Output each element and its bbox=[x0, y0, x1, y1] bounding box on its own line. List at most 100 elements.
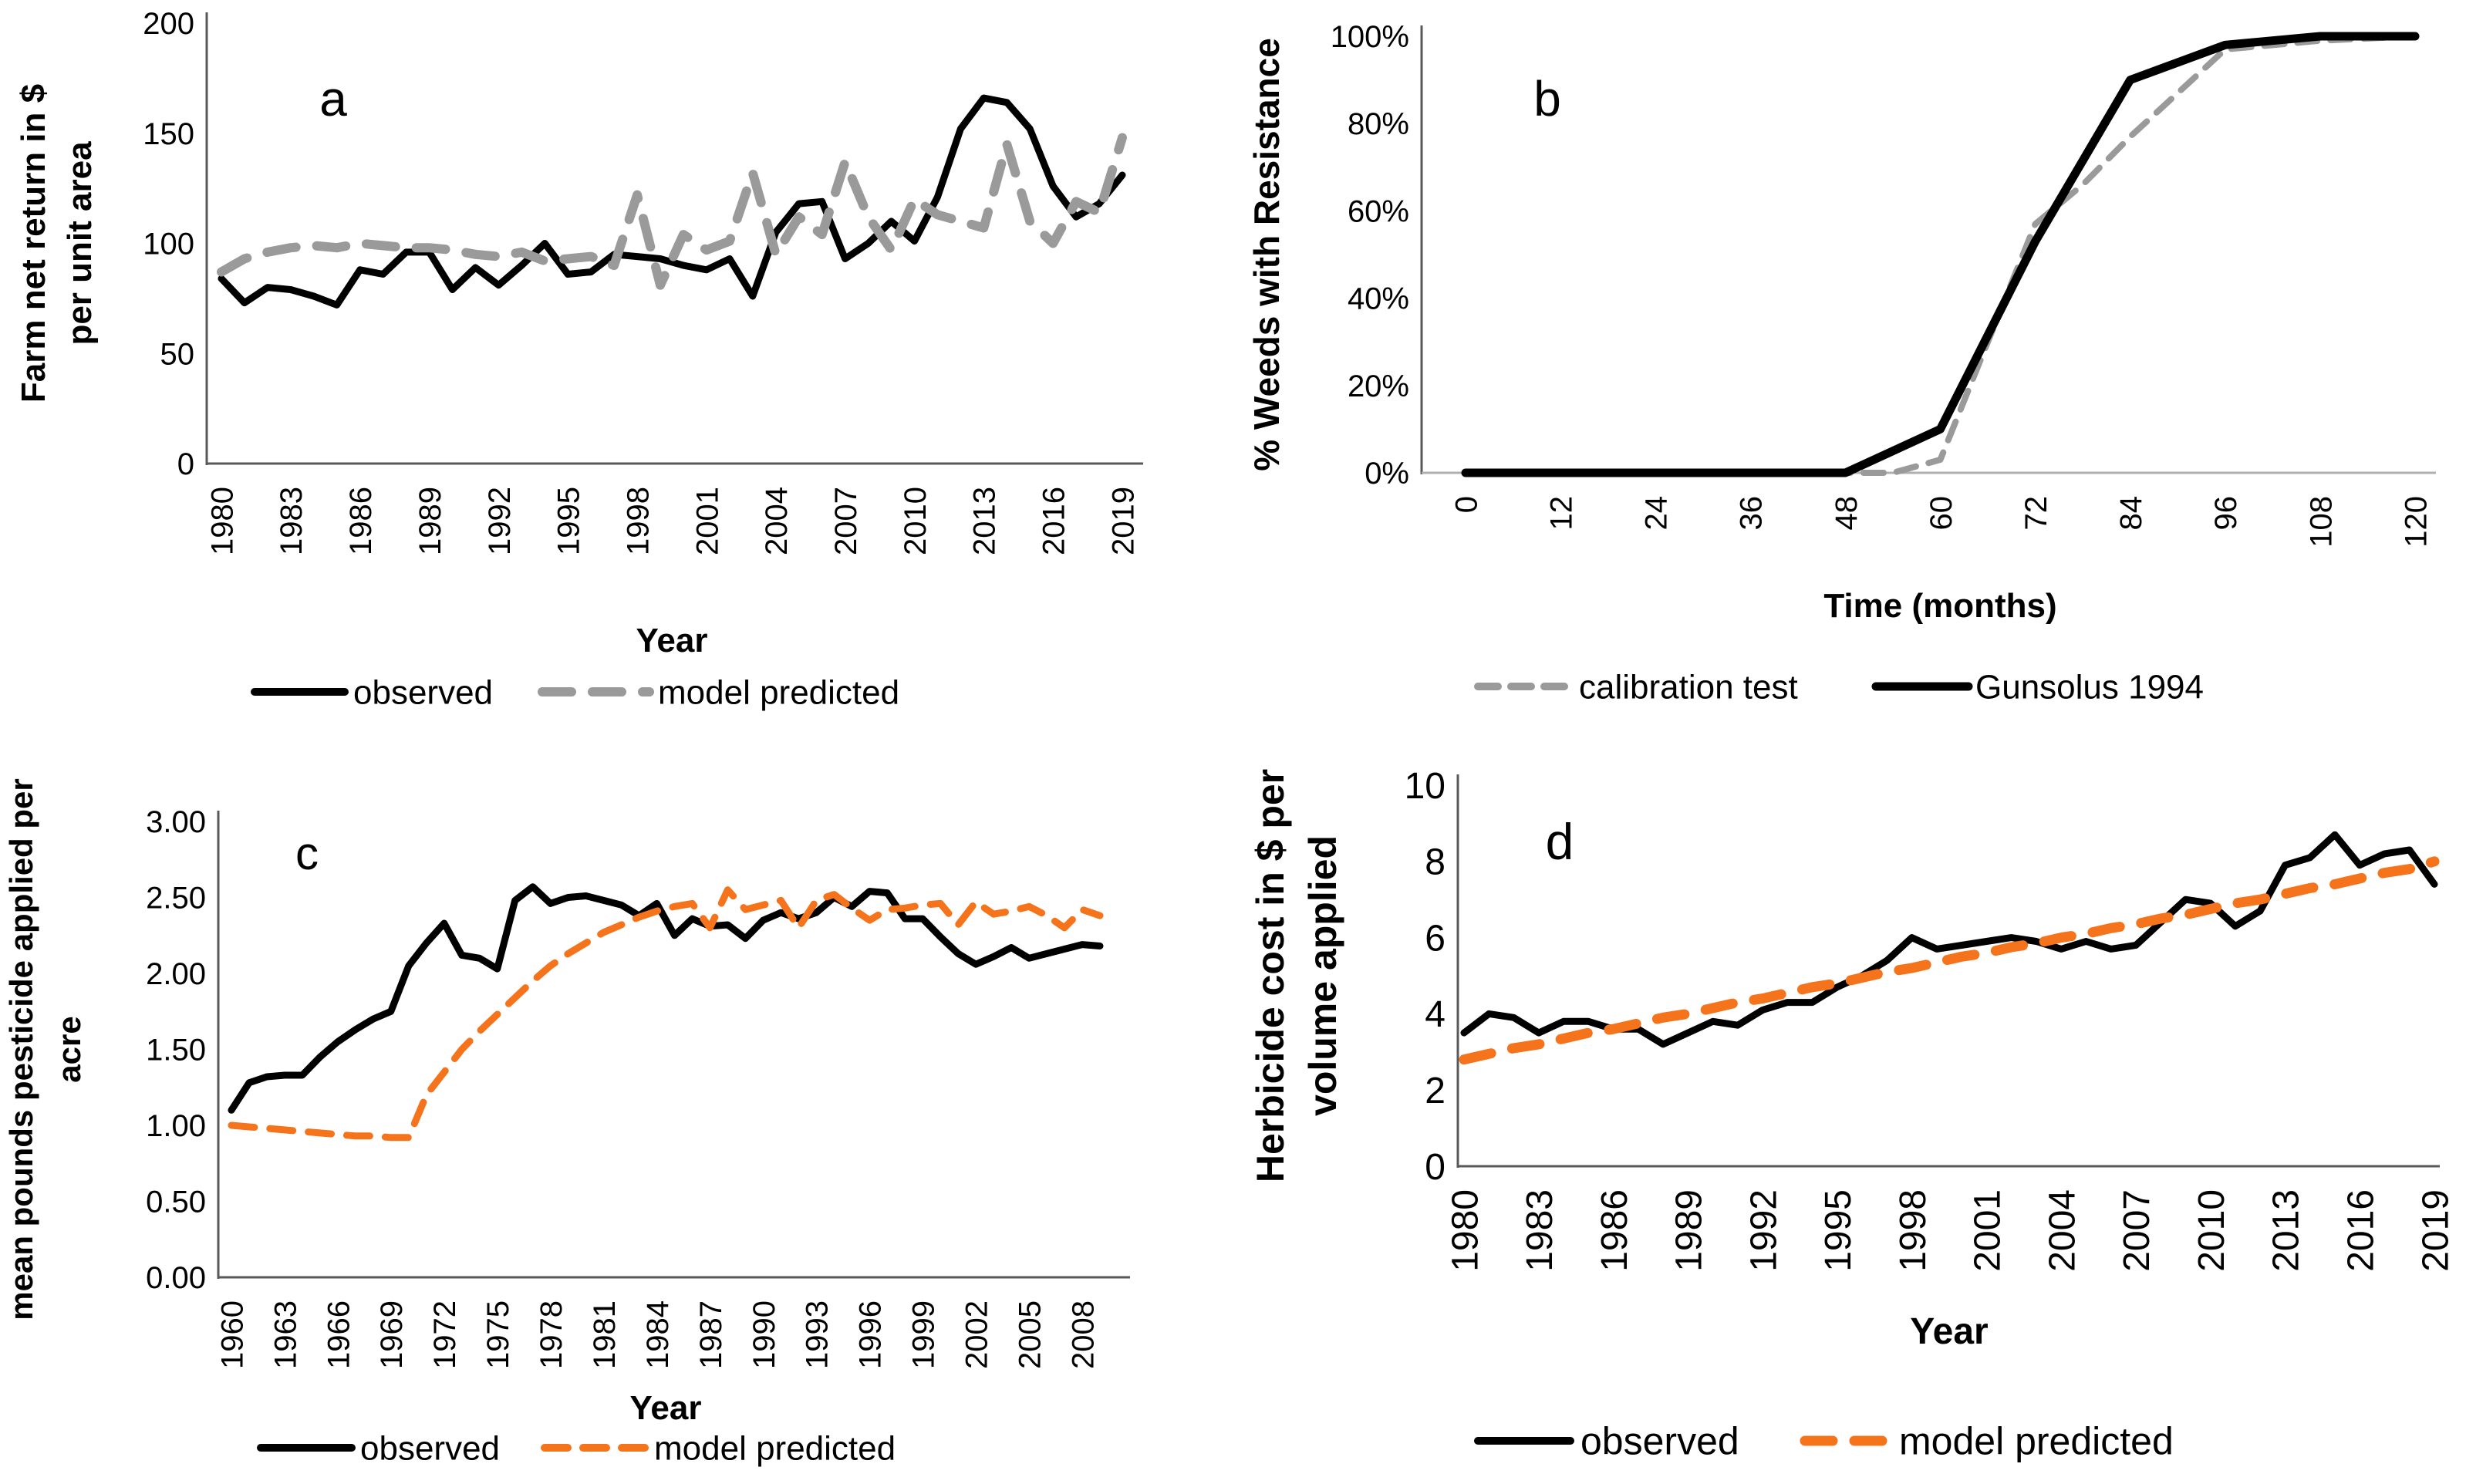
panel-c-x-tick-label: 2005 bbox=[1013, 1300, 1047, 1369]
panel-b-y-tick-label: 0% bbox=[1365, 457, 1409, 491]
panel-a-x-tick-label: 1980 bbox=[205, 487, 239, 555]
panel-b-letter: b bbox=[1533, 71, 1561, 126]
panel-b-x-tick-label: 24 bbox=[1640, 496, 1674, 531]
panel-b-chart: 0% 20% 40% 60% 80% 100% 0 12 24 36 48 60 72 84 96 108 12… bbox=[1246, 20, 2436, 706]
panel-d: 0 2 4 6 8 10 1980 1983 1986 1989 1992 1995 1998 2001 2… bbox=[1233, 742, 2466, 1484]
panel-d-y-tick-label: 4 bbox=[1425, 994, 1446, 1035]
panel-c-x-tick-label: 1969 bbox=[375, 1300, 409, 1369]
panel-b-x-tick-label: 36 bbox=[1735, 496, 1769, 531]
panel-c-x-tick-label: 1972 bbox=[428, 1300, 462, 1369]
panel-a-x-tick-label: 2016 bbox=[1037, 487, 1071, 555]
panel-d-y-tick-label: 0 bbox=[1425, 1147, 1446, 1188]
panel-d-legend-label: model predicted bbox=[1899, 1420, 2174, 1463]
panel-a-x-tick-label: 2013 bbox=[968, 487, 1002, 555]
panel-a-letter: a bbox=[319, 71, 347, 126]
panel-d-x-tick-label: 2007 bbox=[2117, 1189, 2157, 1272]
panel-c-legend-label: observed bbox=[360, 1429, 500, 1467]
panel-a-y-tick-label: 0 bbox=[177, 447, 194, 481]
panel-d-x-tick-label: 1995 bbox=[1818, 1189, 1859, 1272]
panel-d-x-tick-label: 2001 bbox=[1968, 1189, 2009, 1272]
panel-b-y-tick-label: 20% bbox=[1348, 369, 1409, 403]
panel-a-legend-label: model predicted bbox=[658, 673, 899, 711]
panel-c-x-tick-label: 1978 bbox=[535, 1300, 568, 1369]
panel-d-x-tick-label: 1980 bbox=[1445, 1189, 1486, 1272]
panel-c-x-tick-label: 1975 bbox=[481, 1300, 515, 1369]
panel-a-x-tick-label: 1989 bbox=[413, 487, 447, 555]
panel-b-x-tick-label: 0 bbox=[1449, 496, 1483, 513]
panel-c-x-tick-label: 1984 bbox=[641, 1300, 675, 1369]
panel-b-y-tick-label: 80% bbox=[1348, 107, 1409, 141]
panel-a-y-axis-title: Farm net return in $ bbox=[15, 84, 52, 403]
panel-d-x-tick-label: 2013 bbox=[2266, 1189, 2307, 1272]
panel-a-x-tick-label: 2007 bbox=[829, 487, 863, 555]
panel-a-x-tick-label: 2004 bbox=[760, 487, 794, 555]
panel-c-x-tick-label: 1999 bbox=[907, 1300, 941, 1369]
panel-a: 0 50 100 150 200 1980 1983 1986 1989 1992 1995 1998… bbox=[0, 0, 1233, 742]
panel-b-legend-label: calibration test bbox=[1579, 668, 1798, 706]
panel-b-x-tick-label: 84 bbox=[2114, 496, 2148, 531]
panel-c: 0.00 0.50 1.00 1.50 2.00 2.50 3.00 1960 1963 1966… bbox=[0, 742, 1233, 1484]
panel-d-x-tick-label: 1983 bbox=[1520, 1189, 1560, 1272]
panel-a-y-axis-title: per unit area bbox=[61, 141, 99, 346]
panel-d-x-tick-label: 2010 bbox=[2191, 1189, 2232, 1272]
panel-c-x-tick-label: 1996 bbox=[854, 1300, 888, 1369]
panel-b-series-calibration-test bbox=[1462, 33, 2418, 476]
panel-c-y-tick-label: 0.50 bbox=[146, 1186, 206, 1219]
panel-c-x-tick-label: 2002 bbox=[960, 1300, 994, 1369]
panel-b-x-tick-label: 12 bbox=[1545, 496, 1579, 531]
panel-a-x-tick-label: 1992 bbox=[483, 487, 517, 555]
panel-b-x-tick-label: 72 bbox=[2019, 496, 2053, 531]
panel-a-x-axis-title: Year bbox=[636, 622, 708, 659]
panel-d-x-tick-label: 2004 bbox=[2042, 1189, 2083, 1272]
panel-c-x-tick-label: 1960 bbox=[215, 1300, 249, 1369]
panel-d-y-axis-title: volume applied bbox=[1301, 835, 1344, 1116]
panel-d-series-observed bbox=[1460, 831, 2438, 1048]
panel-a-series-observed bbox=[218, 94, 1126, 309]
panel-d-letter: d bbox=[1546, 813, 1574, 870]
panel-b-y-axis-title: % Weeds with Resistance bbox=[1246, 38, 1287, 471]
panel-d-x-axis-title: Year bbox=[1910, 1311, 1988, 1352]
panel-b-x-tick-label: 120 bbox=[2399, 496, 2433, 548]
panel-b-y-tick-label: 60% bbox=[1348, 194, 1409, 228]
panel-d-legend-label: observed bbox=[1580, 1420, 1739, 1463]
panel-d-x-tick-label: 1989 bbox=[1669, 1189, 1710, 1272]
panel-b-legend-label: Gunsolus 1994 bbox=[1975, 668, 2204, 706]
panel-d-x-tick-label: 1992 bbox=[1743, 1189, 1784, 1272]
panel-c-x-tick-label: 1981 bbox=[588, 1300, 622, 1369]
panel-a-x-tick-label: 2019 bbox=[1106, 487, 1140, 555]
panel-a-x-tick-label: 1995 bbox=[552, 487, 586, 555]
panel-c-y-tick-label: 2.00 bbox=[146, 957, 206, 991]
panel-a-y-tick-label: 150 bbox=[143, 117, 194, 151]
panel-b-x-tick-label: 96 bbox=[2209, 496, 2243, 531]
panel-c-y-tick-label: 0.00 bbox=[146, 1261, 206, 1295]
panel-d-y-tick-label: 8 bbox=[1425, 842, 1446, 883]
panel-d-y-tick-label: 6 bbox=[1425, 918, 1446, 959]
panel-c-y-axis-title: mean pounds pesticide applied per bbox=[3, 778, 39, 1320]
panel-a-chart: 0 50 100 150 200 1980 1983 1986 1989 1992 1995 1998… bbox=[15, 7, 1143, 711]
panel-c-y-tick-label: 1.50 bbox=[146, 1034, 206, 1067]
panel-c-series-observed bbox=[228, 883, 1104, 1114]
panel-b-y-tick-label: 40% bbox=[1348, 282, 1409, 316]
panel-d-x-tick-label: 1986 bbox=[1594, 1189, 1635, 1272]
panel-a-x-tick-label: 2001 bbox=[690, 487, 724, 555]
panel-b-x-tick-label: 60 bbox=[1925, 496, 1958, 531]
panel-d-x-tick-label: 2016 bbox=[2341, 1189, 2382, 1272]
panel-c-y-tick-label: 3.00 bbox=[146, 805, 206, 839]
panel-d-x-tick-label: 2019 bbox=[2415, 1189, 2456, 1272]
panel-d-x-tick-label: 1998 bbox=[1893, 1189, 1934, 1272]
panel-a-y-tick-label: 200 bbox=[143, 7, 194, 41]
panel-d-y-tick-label: 10 bbox=[1405, 766, 1446, 807]
panel-b-x-axis-title: Time (months) bbox=[1823, 587, 2056, 625]
panel-a-y-tick-label: 50 bbox=[160, 337, 195, 371]
panel-c-x-tick-label: 1966 bbox=[322, 1300, 356, 1369]
panel-c-chart: 0.00 0.50 1.00 1.50 2.00 2.50 3.00 1960 1963 1966… bbox=[3, 778, 1130, 1467]
panel-b-x-tick-label: 48 bbox=[1830, 496, 1864, 531]
panel-c-x-tick-label: 2008 bbox=[1066, 1300, 1100, 1369]
panel-b-series-Gunsolus-1994 bbox=[1461, 32, 2420, 477]
panel-d-series-model-predicted bbox=[1459, 856, 2440, 1065]
panel-a-x-tick-label: 2010 bbox=[899, 487, 933, 555]
panel-c-y-axis-title: acre bbox=[51, 1016, 87, 1082]
panel-c-letter: c bbox=[295, 828, 319, 879]
panel-a-x-tick-label: 1986 bbox=[344, 487, 378, 555]
panel-b-x-tick-label: 108 bbox=[2304, 496, 2338, 548]
